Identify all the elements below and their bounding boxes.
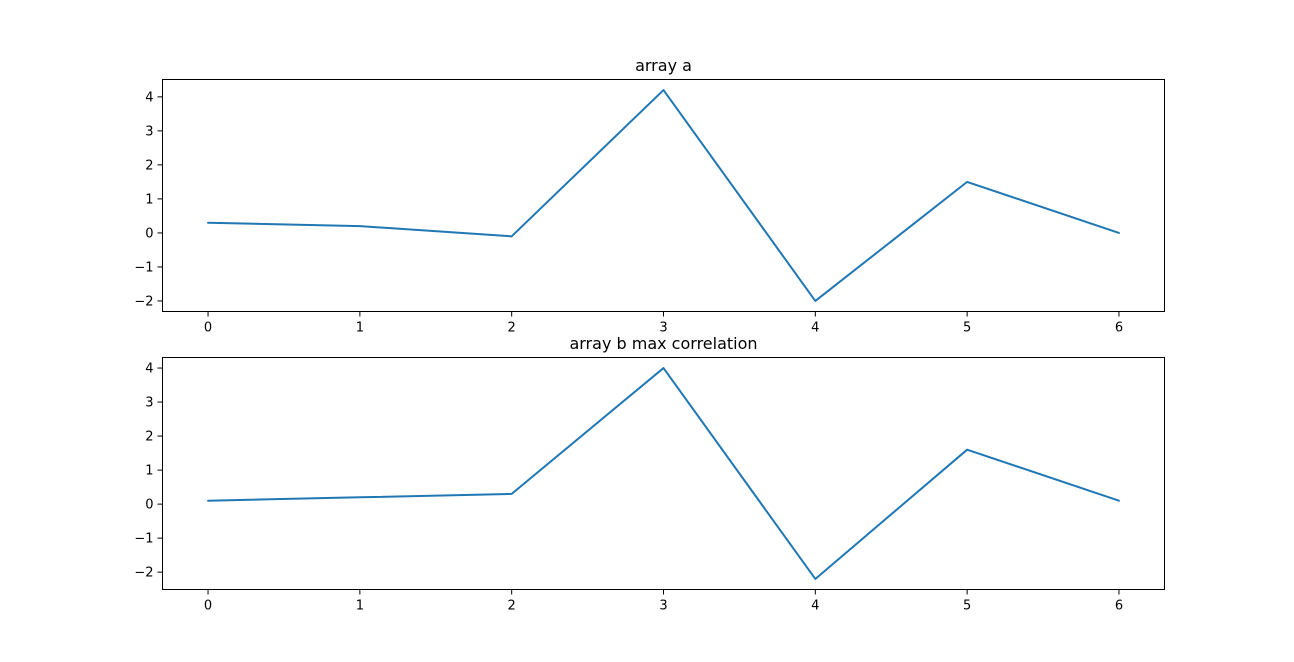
x-tick-label: 1 — [356, 599, 364, 614]
x-tick-label: 5 — [963, 321, 971, 336]
x-tick-label: 4 — [811, 321, 819, 336]
y-tick-label: 2 — [145, 158, 153, 173]
x-tick-label: 6 — [1115, 321, 1123, 336]
y-tick-label: −2 — [134, 566, 153, 581]
x-tick-label: 5 — [963, 599, 971, 614]
x-tick-label: 4 — [811, 599, 819, 614]
y-tick-label: 3 — [145, 396, 153, 411]
plot-area: 0 1 2 3 4 5 6 −2 −1 0 1 2 3 4 — [134, 89, 1123, 336]
y-tick-label: −1 — [134, 260, 153, 275]
y-tick-label: 1 — [145, 192, 153, 207]
chart-title: array b max correlation — [569, 334, 757, 353]
plot-area: 0 1 2 3 4 5 6 −2 −1 0 1 2 3 4 — [134, 362, 1123, 614]
chart-title: array a — [635, 56, 692, 75]
subplot-array-b: array b max correlation 0 1 2 3 4 5 6 −2 −1 0 1 2 3 4 — [134, 334, 1165, 614]
x-tick-label: 2 — [508, 599, 516, 614]
x-tick-label: 0 — [204, 599, 212, 614]
y-tick-label: 2 — [145, 430, 153, 445]
subplot-array-a: array a 0 1 2 3 4 5 6 −2 −1 0 1 2 3 4 — [134, 56, 1165, 336]
y-tick-label: 0 — [145, 498, 153, 513]
x-tick-label: 3 — [659, 599, 667, 614]
axes-frame — [162, 357, 1165, 590]
axes-frame — [162, 79, 1165, 312]
y-tick-label: 4 — [145, 362, 153, 377]
x-tick-label: 6 — [1115, 599, 1123, 614]
x-tick-label: 3 — [659, 321, 667, 336]
series-line — [207, 89, 1120, 302]
y-tick-label: 0 — [145, 226, 153, 241]
x-tick-label: 1 — [356, 321, 364, 336]
x-tick-label: 2 — [508, 321, 516, 336]
x-tick-label: 0 — [204, 321, 212, 336]
y-tick-label: 3 — [145, 124, 153, 139]
y-tick-label: 1 — [145, 464, 153, 479]
y-tick-label: −2 — [134, 294, 153, 309]
y-tick-label: 4 — [145, 90, 153, 105]
series-line — [207, 367, 1120, 580]
y-tick-label: −1 — [134, 532, 153, 547]
